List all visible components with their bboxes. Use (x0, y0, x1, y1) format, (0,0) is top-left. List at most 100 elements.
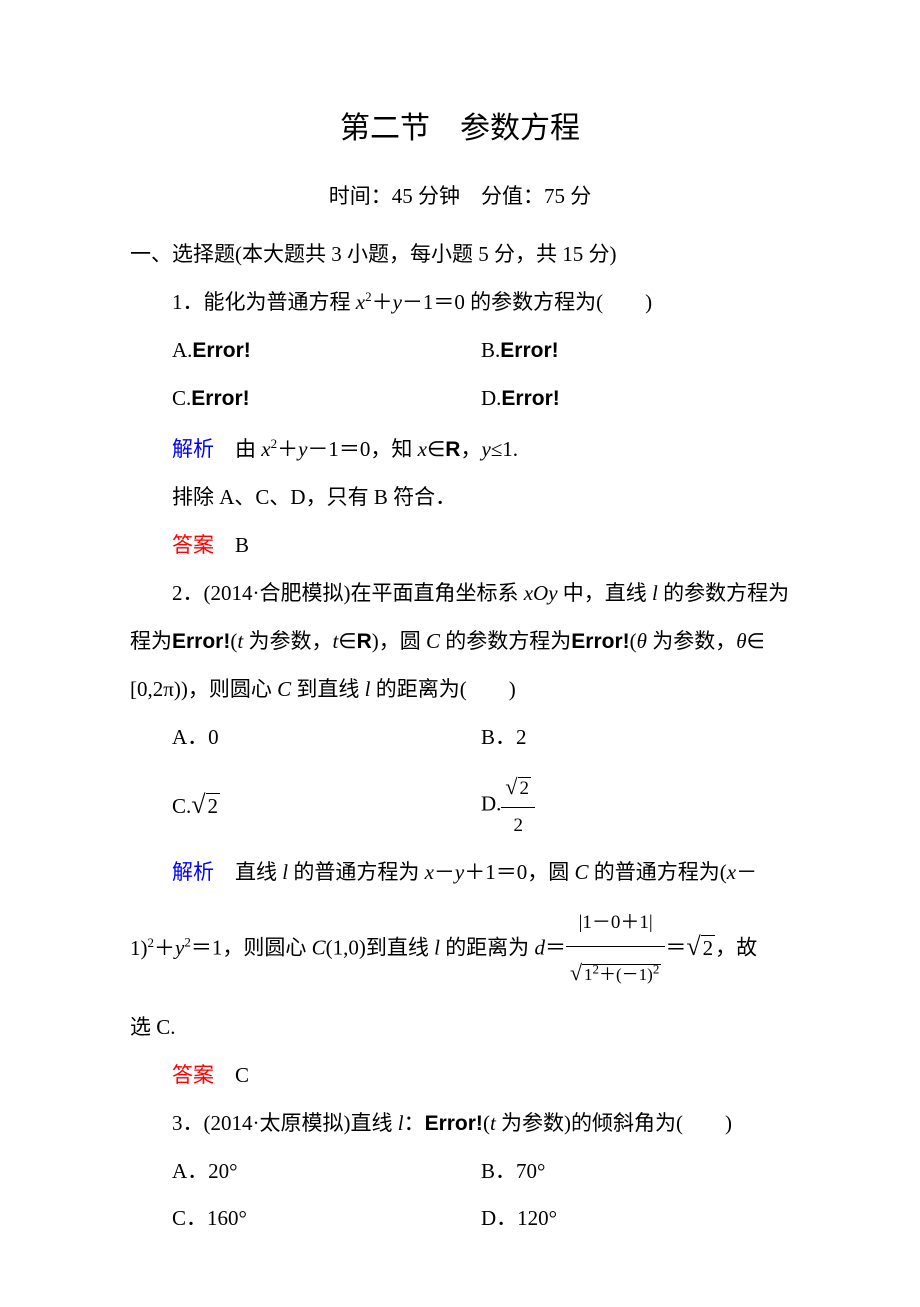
q2-tin: t (332, 629, 338, 653)
q2-analysis: 解析 直线 l 的普通方程为 x－y＋1＝0，圆 C 的普通方程为(x－ (130, 853, 790, 893)
subtitle: 时间：45 分钟 分值：75 分 (130, 177, 790, 217)
q2-aC2: C (312, 936, 326, 960)
q3-options-row1: A．20° B．70° (130, 1152, 790, 1192)
answer-label: 答案 (172, 534, 214, 557)
q2-a7: 到直线 (366, 936, 434, 960)
q2-cont1: 程为Error!(t 为参数，t∈R)，圆 C 的参数方程为Error!(θ 为… (130, 622, 790, 662)
frac-num: √2 (501, 766, 535, 809)
analysis-label: 解析 (172, 861, 214, 884)
q2-a9: ，故 (715, 936, 757, 960)
analysis-label: 解析 (172, 438, 214, 461)
page-title: 第二节 参数方程 (130, 100, 790, 157)
q2-C2: C (277, 677, 291, 701)
q2-t6: 到直线 (291, 677, 365, 701)
q1-optA-label: A. (172, 338, 192, 362)
q3-error: Error! (425, 1112, 483, 1135)
q2-xOy: xOy (524, 581, 558, 605)
q2-t3: 的参数方程为 (658, 581, 789, 605)
answer-label: 答案 (172, 1064, 214, 1087)
radical-icon: √ (686, 932, 700, 961)
q2-den-sqrt: 12＋(－1)2 (582, 964, 661, 984)
q2-number: 2． (172, 581, 204, 605)
q2-ax: x (425, 860, 434, 884)
q2-thetain: θ (736, 629, 746, 653)
q1-optD: D.Error! (481, 379, 790, 419)
q2-answer: 答案 C (130, 1056, 790, 1096)
q2-ax2: x (727, 860, 736, 884)
q2-res-sqrt: 2 (701, 935, 716, 960)
q1-superscript: 2 (365, 289, 372, 304)
q1-optB-label: B. (481, 338, 500, 362)
q2-p1mid: 为参数， (243, 629, 332, 653)
q2-p2mid: 为参数， (647, 629, 736, 653)
q1-number: 1． (172, 290, 204, 314)
q3-ppost: 为参数)的倾斜角为( ) (496, 1111, 732, 1135)
question-2: 2．(2014·合肥模拟)在平面直角坐标系 xOy 中，直线 l 的参数方程为 (130, 574, 790, 614)
fraction-d: |1－0＋1|√12＋(－1)2 (566, 900, 665, 999)
time-value: 45 分钟 (392, 184, 460, 208)
q2-optC-label: C. (172, 794, 191, 818)
q3-ppre: ( (483, 1111, 490, 1135)
q1-analysis-x: x (261, 437, 270, 461)
q2-optD-den: 2 (501, 808, 535, 844)
q2-year: (2014·合肥模拟) (204, 581, 351, 605)
q2-t4: 的参数方程为 (440, 629, 571, 653)
q2-answer-value: C (235, 1063, 249, 1087)
q2-ysup: 2 (184, 935, 191, 950)
q3-t1: 直线 (350, 1111, 397, 1135)
q2-eq2pre: 1)2＋ (130, 936, 175, 960)
q2-ay2: y (175, 936, 184, 960)
score-label: 分值： (481, 184, 544, 208)
q2-options-row2: C.√2 D.√22 (130, 766, 790, 845)
q2-analysis-end: 选 C. (130, 1008, 790, 1048)
q1-optD-label: D. (481, 386, 501, 410)
fraction: √22 (501, 766, 535, 845)
sqrt-icon: √12＋(－1)2 (570, 947, 661, 1000)
q1-R: R (445, 438, 460, 461)
q1-analysis-t3: ， (460, 437, 481, 461)
q2-optD-sqrt: 2 (518, 777, 532, 799)
q1-y-var: y (481, 437, 490, 461)
q1-options-row1: A.Error! B.Error! (130, 331, 790, 371)
q1-answer: 答案 B (130, 526, 790, 566)
q2-eq: ＝ (545, 936, 566, 960)
q2-cont2: [0,2π))，则圆心 C 到直线 l 的距离为( ) (130, 670, 790, 710)
q1-suffix: 的参数方程为( ) (465, 290, 652, 314)
q2-p1post: )，圆 (372, 629, 426, 653)
q2-a4: 的普通方程为( (589, 860, 727, 884)
q3-options-row2: C．160° D．120° (130, 1199, 790, 1239)
q2-optB: B．2 (481, 718, 790, 758)
q3-year: (2014·太原模拟) (204, 1111, 351, 1135)
q2-p2pre: ( (630, 629, 637, 653)
q1-x-var: x (418, 437, 427, 461)
q2-t1: 在平面直角坐标系 (350, 581, 523, 605)
q2-error1: Error! (172, 630, 230, 653)
q3-colon: ： (404, 1111, 425, 1135)
time-label: 时间： (329, 184, 392, 208)
q2-t5: ，则圆心 (188, 677, 277, 701)
q1-optC-label: C. (172, 386, 191, 410)
section-heading: 一、选择题(本大题共 3 小题，每小题 5 分，共 15 分) (130, 235, 790, 275)
q1-optA: A.Error! (172, 331, 481, 371)
q2-a3: ，圆 (527, 860, 574, 884)
q3-optC: C．160° (172, 1199, 481, 1239)
q2-analysis-cont: 1)2＋y2＝1，则圆心 C(1,0)到直线 l 的距离为 d＝|1－0＋1|√… (130, 900, 790, 999)
q2-R: R (357, 630, 372, 653)
q1-optB-text: Error! (500, 339, 558, 362)
radical-icon: √ (191, 790, 205, 819)
radical-icon: √ (505, 774, 517, 799)
q1-analysis-line2: 排除 A、C、D，只有 B 符合． (130, 478, 790, 518)
q2-a6: ，则圆心 (222, 936, 311, 960)
score-value: 75 分 (544, 184, 591, 208)
sqrt-icon: √2 (505, 766, 531, 808)
q2-error2: Error! (571, 630, 629, 653)
q2-theta: θ (637, 629, 647, 653)
q1-y: y (393, 290, 402, 314)
q1-optB: B.Error! (481, 331, 790, 371)
q1-prefix: 能化为普通方程 (204, 290, 356, 314)
q3-optA: A．20° (172, 1152, 481, 1192)
question-1: 1．能化为普通方程 x2＋y－1＝0 的参数方程为( ) (130, 283, 790, 323)
q1-optD-text: Error! (501, 387, 559, 410)
q1-ana-sup: 2 (271, 436, 278, 451)
q2-optA: A．0 (172, 718, 481, 758)
